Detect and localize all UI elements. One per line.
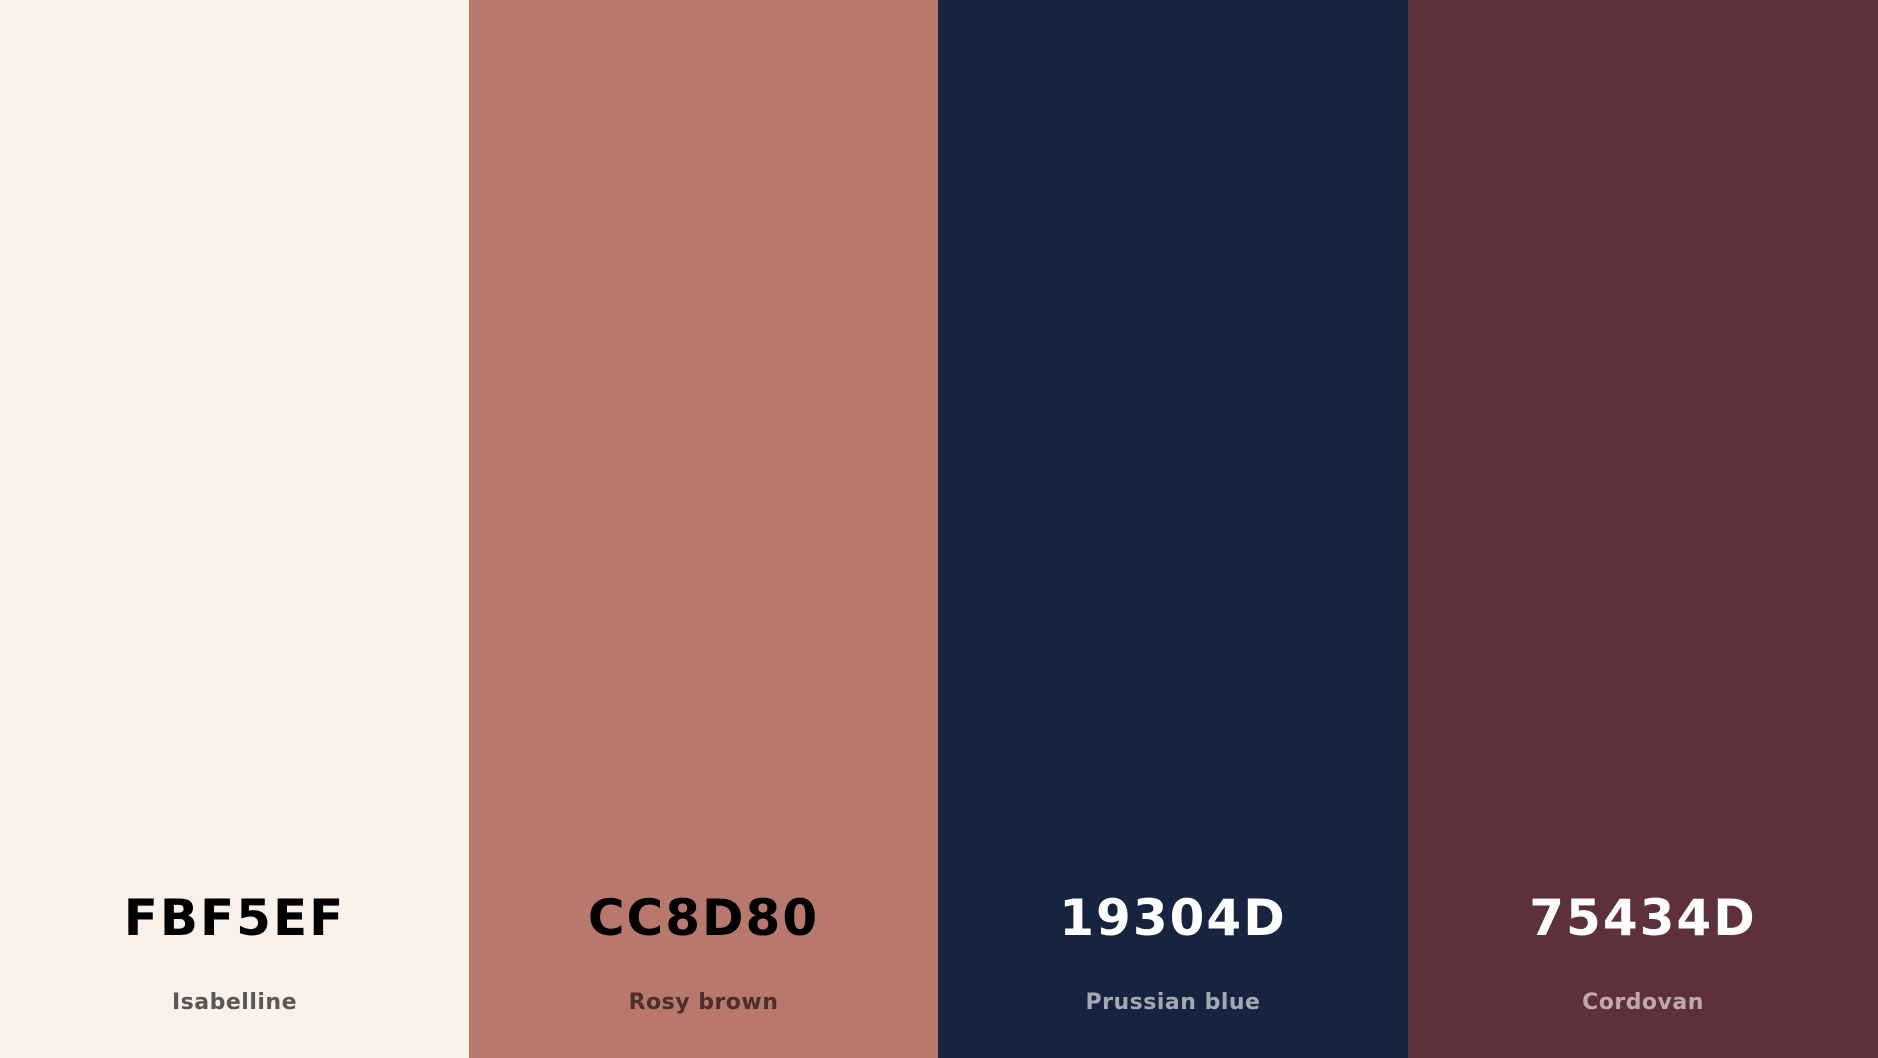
color-name: Cordovan (1582, 990, 1704, 1015)
swatch-cordovan[interactable]: 75434D Cordovan (1408, 0, 1878, 1058)
hex-code: 19304D (1059, 889, 1287, 947)
swatch-rosy-brown[interactable]: CC8D80 Rosy brown (469, 0, 938, 1058)
hex-code: FBF5EF (123, 889, 346, 947)
swatch-isabelline[interactable]: FBF5EF Isabelline (0, 0, 469, 1058)
color-name: Isabelline (171, 990, 297, 1015)
color-name: Rosy brown (628, 990, 779, 1015)
hex-code: 75434D (1529, 889, 1757, 947)
swatch-prussian-blue[interactable]: 19304D Prussian blue (938, 0, 1408, 1058)
hex-code: CC8D80 (587, 889, 820, 947)
color-name: Prussian blue (1085, 990, 1261, 1015)
